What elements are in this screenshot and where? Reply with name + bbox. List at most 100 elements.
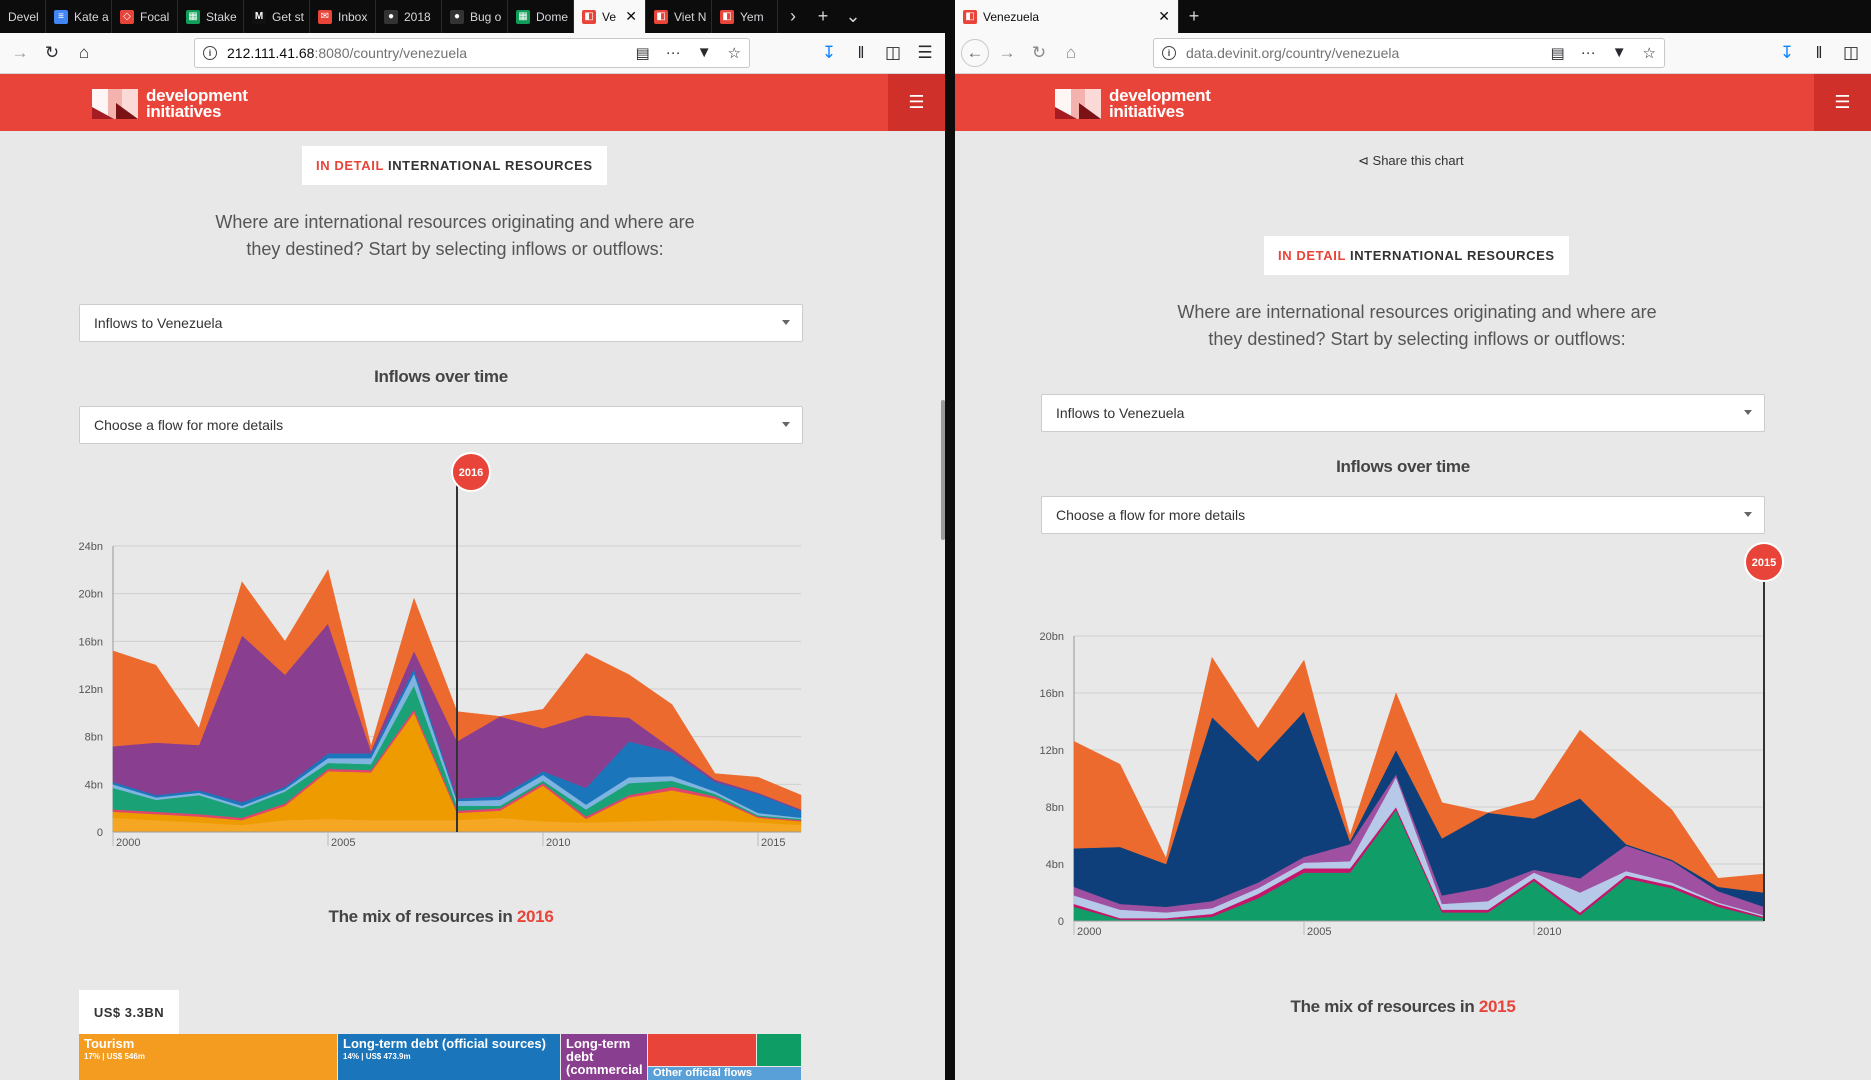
pocket-icon[interactable]: ▼: [1611, 44, 1627, 61]
y-tick-label: 16bn: [1040, 688, 1064, 700]
browser-tab[interactable]: ◧ Yem: [712, 0, 778, 33]
intro-text: Where are international resources origin…: [215, 212, 695, 259]
flow-direction-value: Inflows to Venezuela: [1056, 405, 1185, 421]
sidebar-icon[interactable]: ◫: [1842, 43, 1860, 62]
browser-tab[interactable]: ◧ Viet N: [646, 0, 712, 33]
hamburger-menu-icon[interactable]: ☰: [917, 43, 933, 62]
browser-tab[interactable]: ◧ Ve ✕: [574, 0, 646, 33]
browser-tab[interactable]: ● Bug o: [442, 0, 508, 33]
site-header: development initiatives ☰: [0, 74, 945, 131]
badge-title: INTERNATIONAL RESOURCES: [387, 158, 593, 173]
bookmark-star-icon[interactable]: ☆: [727, 45, 741, 62]
bookmark-star-icon[interactable]: ☆: [1642, 45, 1656, 62]
downloads-icon[interactable]: ↧: [821, 43, 837, 62]
url-bar[interactable]: i data.devinit.org/country/venezuela ▤ ·…: [1153, 38, 1665, 68]
badge-title: INTERNATIONAL RESOURCES: [1349, 248, 1555, 263]
year-marker-badge[interactable]: [451, 452, 491, 492]
logo[interactable]: development initiatives: [92, 87, 248, 120]
flow-detail-select[interactable]: Choose a flow for more details: [1041, 496, 1765, 534]
site-menu-button[interactable]: ☰: [1814, 74, 1871, 131]
browser-tab[interactable]: ● 2018: [376, 0, 442, 33]
tile-title: Other official flows: [653, 1067, 753, 1079]
new-tab-icon[interactable]: +: [1188, 6, 1200, 26]
logo[interactable]: development initiatives: [1055, 87, 1211, 120]
home-button[interactable]: ⌂: [1065, 43, 1077, 62]
tab-venezuela[interactable]: ◧ Venezuela ✕: [955, 0, 1179, 33]
menu-icon: ☰: [908, 92, 925, 112]
pocket-icon[interactable]: ▼: [696, 44, 712, 61]
tab-favicon-icon: ◧: [654, 9, 668, 24]
browser-tab[interactable]: ◇ Focal: [112, 0, 178, 33]
home-button[interactable]: ⌂: [78, 43, 90, 62]
url-actions: ▤ ··· ▼ ☆: [636, 44, 742, 62]
y-tick-label: 0: [97, 827, 103, 839]
left-browser-window: Devel ≡ Kate a ◇ Focal ▦ Stake M Get st ✉ Inbox ● 20…: [0, 0, 945, 1080]
reader-view-icon[interactable]: ▤: [635, 45, 650, 62]
more-actions-icon[interactable]: ···: [665, 44, 681, 61]
library-icon[interactable]: ‖: [1815, 43, 1823, 62]
x-tick-label: 2005: [331, 837, 355, 849]
logo-mark-icon: [1055, 89, 1101, 119]
share-chart-link[interactable]: ⊲ Share this chart: [1358, 153, 1464, 169]
browser-tab[interactable]: M Get st: [244, 0, 310, 33]
sidebar-icon[interactable]: ◫: [884, 43, 902, 62]
browser-tab[interactable]: ▦ Stake: [178, 0, 244, 33]
menu-icon: ☰: [1834, 92, 1851, 112]
close-icon[interactable]: ✕: [625, 8, 637, 24]
tab-label: Dome: [536, 9, 569, 24]
flow-direction-select[interactable]: Inflows to Venezuela: [79, 304, 803, 342]
flow-direction-select[interactable]: Inflows to Venezuela: [1041, 394, 1765, 432]
browser-tab[interactable]: ▦ Dome: [508, 0, 574, 33]
reload-button[interactable]: ↻: [44, 43, 60, 62]
y-tick-label: 24bn: [79, 541, 103, 553]
y-tick-label: 4bn: [85, 779, 103, 791]
info-icon[interactable]: i: [203, 46, 217, 60]
site-menu-button[interactable]: ☰: [888, 74, 945, 131]
x-tick-label: 2005: [1307, 926, 1331, 938]
treemap-tile-green[interactable]: [757, 1034, 801, 1066]
nav-bar: → ↻ ⌂ i 212.111.41.68:8080/country/venez…: [0, 33, 945, 74]
tab-scroll-icon[interactable]: ›: [790, 6, 796, 26]
reader-view-icon[interactable]: ▤: [1550, 45, 1565, 62]
treemap-tile-tourism[interactable]: Tourism 17% | US$ 546m: [79, 1034, 337, 1080]
tab-bar: ◧ Venezuela ✕ +: [955, 0, 1871, 33]
info-icon[interactable]: i: [1162, 46, 1176, 60]
browser-tab[interactable]: ✉ Inbox: [310, 0, 376, 33]
url-actions: ▤ ··· ▼ ☆: [1551, 44, 1657, 62]
tab-label: Get st: [272, 9, 305, 24]
url-host: 212.111.41.68: [227, 45, 315, 61]
share-icon: ⊲: [1358, 153, 1369, 168]
browser-tab[interactable]: ≡ Kate a: [46, 0, 112, 33]
close-icon[interactable]: ✕: [1158, 8, 1170, 24]
treemap-tile-other-official[interactable]: Other official flows: [648, 1067, 801, 1080]
url-bar[interactable]: i 212.111.41.68:8080/country/venezuela ▤…: [194, 38, 750, 68]
chevron-down-icon: [782, 422, 790, 427]
tab-list-icon[interactable]: ⌄: [845, 6, 861, 26]
new-tab-icon[interactable]: +: [817, 6, 829, 26]
tab-label: Inbox: [338, 9, 368, 24]
browser-tab[interactable]: Devel: [0, 0, 46, 33]
back-button[interactable]: ←: [961, 39, 989, 67]
logo-text: development initiatives: [146, 87, 248, 120]
treemap-tile-official-debt[interactable]: Long-term debt (official sources) 14% | …: [338, 1034, 560, 1080]
flow-detail-select[interactable]: Choose a flow for more details: [79, 406, 803, 444]
year-marker-label: 2015: [1752, 557, 1776, 569]
forward-button[interactable]: →: [998, 43, 1016, 62]
flow-detail-value: Choose a flow for more details: [94, 417, 284, 433]
back-button[interactable]: →: [11, 43, 29, 62]
more-actions-icon[interactable]: ···: [1580, 44, 1596, 61]
y-tick-label: 16bn: [79, 636, 103, 648]
treemap-tile-red[interactable]: [648, 1034, 756, 1066]
tab-favicon-icon: ◧: [582, 9, 596, 24]
logo-mark-icon: [92, 89, 138, 119]
library-icon[interactable]: ‖: [857, 43, 865, 62]
treemap-tile-commercial-debt[interactable]: Long-term debt (commercial: [561, 1034, 647, 1080]
tab-favicon-icon: ▦: [516, 9, 530, 24]
year-marker-badge[interactable]: [1744, 542, 1784, 582]
page-scrollbar[interactable]: [941, 400, 945, 540]
reload-button[interactable]: ↻: [1031, 43, 1047, 62]
inflows-area-chart[interactable]: 0 4bn 8bn 12bn 16bn 20bn 24bn 2000 2005 2010 2015 2…: [0, 450, 945, 870]
inflows-area-chart[interactable]: 0 4bn 8bn 12bn 16bn 20bn 2000 2005 2010 2015: [955, 540, 1871, 960]
tab-favicon-icon: ✉: [318, 9, 332, 24]
downloads-icon[interactable]: ↧: [1779, 43, 1795, 62]
